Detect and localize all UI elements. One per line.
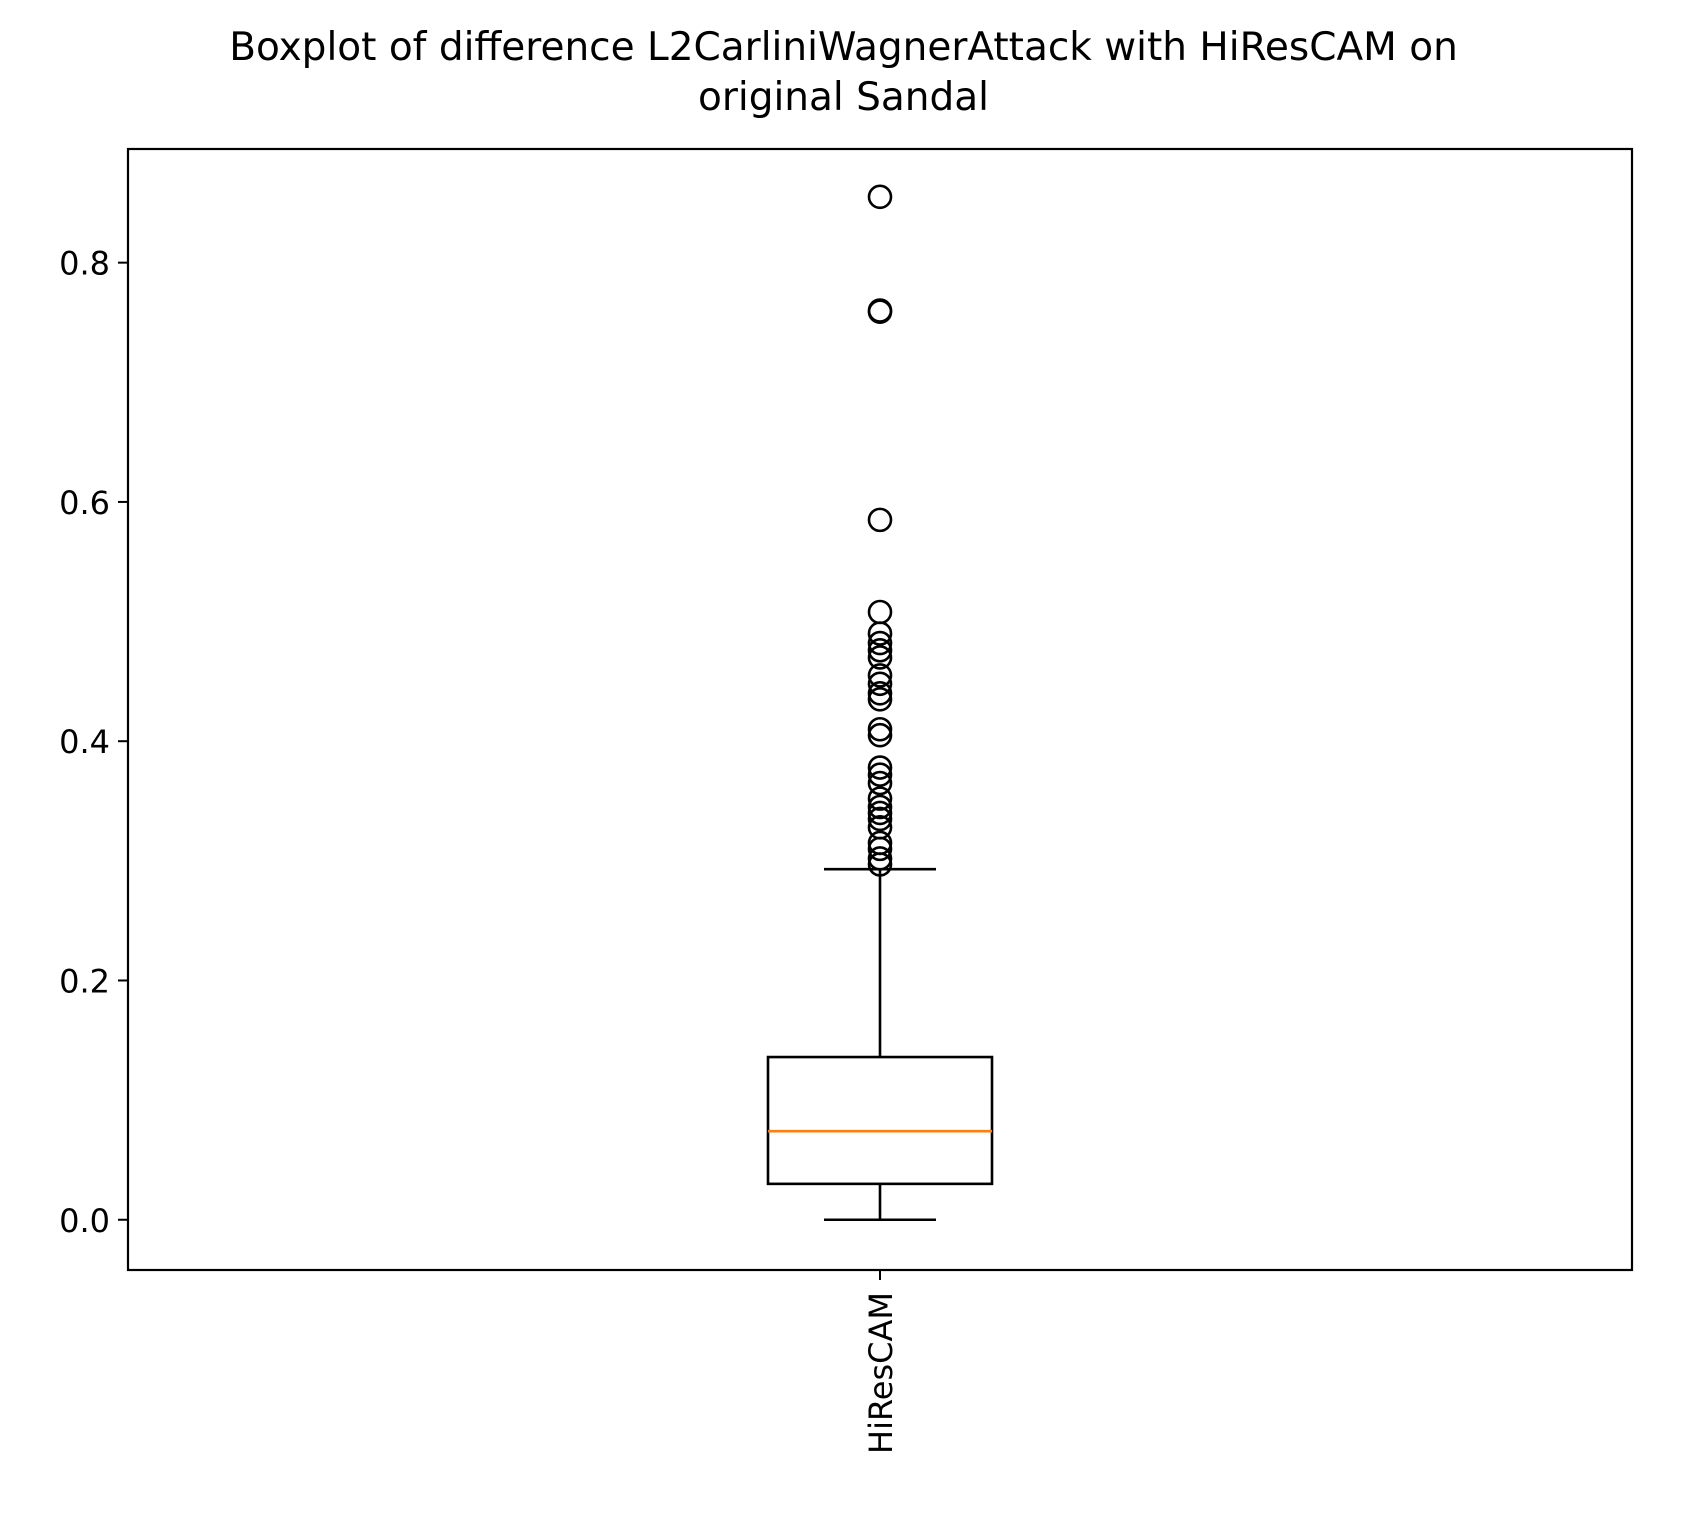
y-axis: 0.0 0.2 0.4 0.6 0.8 bbox=[59, 245, 128, 1240]
outlier-point bbox=[867, 671, 893, 697]
outlier-point bbox=[867, 299, 893, 325]
x-tick-label: HiResCAM bbox=[862, 1292, 900, 1454]
outlier-point bbox=[867, 507, 893, 533]
outlier-point bbox=[867, 687, 893, 712]
outlier-point bbox=[867, 184, 893, 210]
outlier-point bbox=[867, 722, 893, 748]
outlier-point bbox=[867, 770, 893, 796]
outlier-point bbox=[867, 663, 893, 688]
outlier-point bbox=[867, 637, 893, 663]
iqr-box bbox=[766, 1055, 994, 1186]
plot-frame bbox=[126, 147, 1634, 1272]
outlier-point bbox=[867, 846, 893, 871]
outlier-point bbox=[867, 794, 893, 820]
outlier-point bbox=[867, 599, 893, 625]
box-group bbox=[766, 184, 994, 1222]
chart-title-line-1: Boxplot of difference L2CarliniWagnerAtt… bbox=[229, 25, 1458, 70]
outlier-point bbox=[867, 786, 893, 811]
outlier-point bbox=[867, 836, 893, 862]
outlier-point bbox=[867, 852, 893, 877]
outlier-point bbox=[867, 755, 893, 780]
outlier-point bbox=[867, 630, 893, 656]
y-tick-label: 0.2 bbox=[59, 962, 110, 1000]
outlier-point bbox=[867, 716, 893, 742]
outlier-point bbox=[867, 681, 893, 706]
outlier-point bbox=[867, 762, 893, 788]
outlier-point bbox=[867, 806, 893, 832]
x-axis: HiResCAM bbox=[862, 1270, 900, 1454]
outlier-point bbox=[867, 800, 893, 826]
y-tick-label: 0.6 bbox=[59, 484, 110, 522]
chart-title-line-2: original Sandal bbox=[697, 75, 990, 120]
y-tick-label: 0.0 bbox=[59, 1202, 110, 1240]
outlier-point bbox=[867, 621, 893, 646]
y-tick-label: 0.4 bbox=[59, 723, 110, 761]
y-tick-label: 0.8 bbox=[59, 245, 110, 283]
outlier-point bbox=[867, 645, 893, 670]
